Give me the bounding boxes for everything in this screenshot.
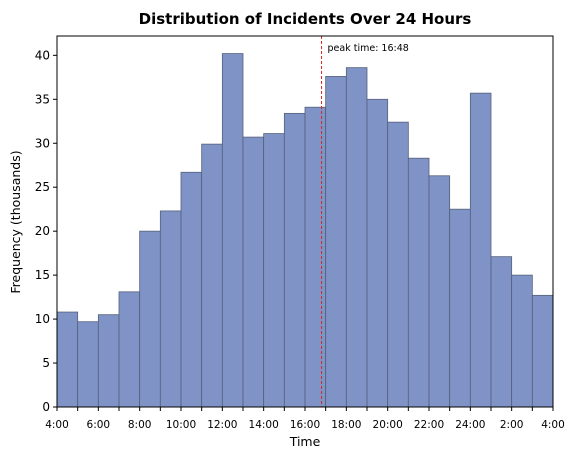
x-tick-label: 4:00 (541, 419, 565, 431)
histogram-bar (469, 92, 492, 408)
y-tick-label: 5 (42, 356, 50, 370)
x-axis-label: Time (289, 434, 321, 449)
histogram-bar (325, 76, 347, 408)
y-axis-ticks: 0 5 10 15 20 25 30 35 40 (35, 48, 57, 414)
y-axis-label: Frequency (thousands) (8, 150, 23, 293)
x-tick-label: 10:00 (166, 419, 196, 431)
histogram-bar (221, 53, 244, 408)
x-tick-label: 4:00 (45, 419, 69, 431)
x-tick-label: 20:00 (373, 419, 403, 431)
x-tick-label: 8:00 (128, 419, 152, 431)
y-tick-label: 30 (35, 136, 50, 150)
histogram-bar (304, 106, 327, 408)
histogram-bar (77, 321, 99, 408)
histogram-bar (201, 143, 223, 408)
histogram-bar (180, 171, 203, 408)
y-tick-label: 15 (35, 268, 50, 282)
histogram-bar (139, 230, 161, 408)
y-tick-label: 20 (35, 224, 50, 238)
histogram-bar (118, 291, 141, 408)
histogram-bar (449, 208, 471, 408)
x-tick-label: 18:00 (331, 419, 361, 431)
peak-time-annotation: peak time: 16:48 (328, 43, 409, 54)
x-tick-label: 22:00 (414, 419, 444, 431)
histogram-bar (56, 311, 79, 408)
histogram-bar (283, 112, 306, 408)
histogram-bar (387, 121, 409, 408)
histogram-bar (407, 157, 430, 408)
y-tick-label: 25 (35, 180, 50, 194)
y-tick-label: 0 (42, 400, 50, 414)
y-tick-label: 10 (35, 312, 50, 326)
x-axis-ticks: 4:00 6:00 8:00 10:00 12:00 14:00 16:00 18:00 20:… (45, 407, 565, 431)
histogram-bar (366, 98, 389, 408)
chart-title: Distribution of Incidents Over 24 Hours (139, 10, 472, 28)
histogram-bar (97, 314, 120, 408)
histogram-bar (263, 133, 285, 408)
histogram-bar (428, 175, 451, 408)
histogram-bar (490, 256, 513, 408)
x-tick-label: 6:00 (87, 419, 111, 431)
y-tick-label: 35 (35, 92, 50, 106)
x-tick-label: 2:00 (500, 419, 524, 431)
x-tick-label: 12:00 (207, 419, 237, 431)
histogram-bar (159, 210, 182, 408)
bars-group (56, 53, 554, 408)
histogram-bar (345, 67, 368, 408)
histogram-bar (531, 294, 554, 408)
histogram-bar (511, 274, 533, 408)
x-tick-label: 16:00 (290, 419, 320, 431)
y-tick-label: 40 (35, 48, 50, 62)
histogram-bar (242, 136, 265, 408)
x-tick-label: 24:00 (455, 419, 485, 431)
x-tick-label: 14:00 (249, 419, 279, 431)
